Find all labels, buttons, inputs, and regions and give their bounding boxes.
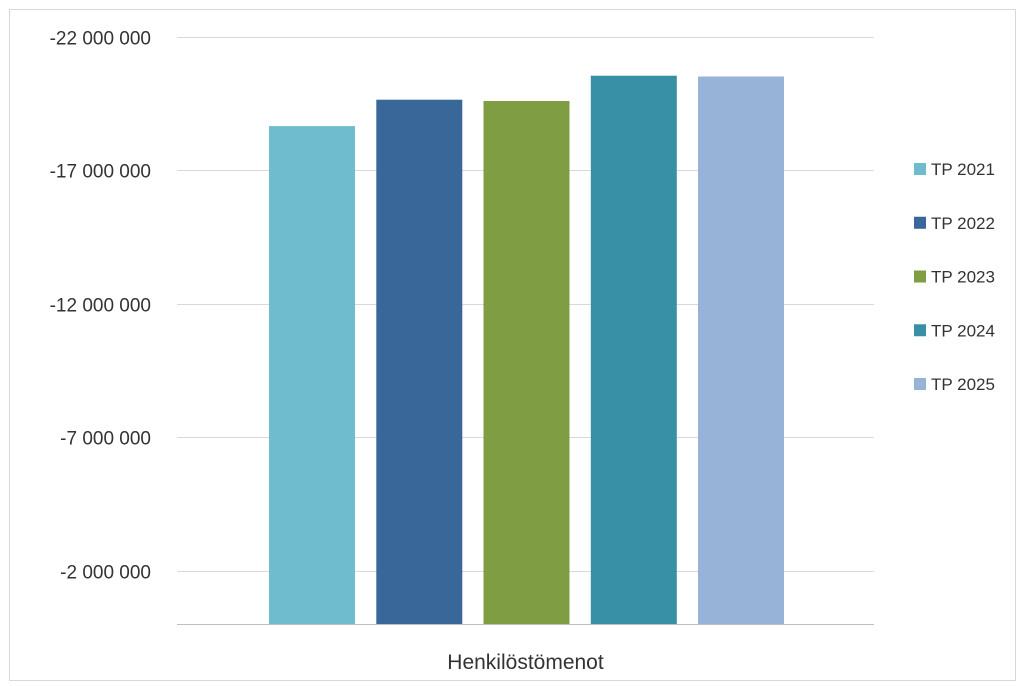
legend-swatch (914, 163, 926, 175)
legend-swatch (914, 216, 926, 229)
legend-label: TP 2024 (931, 321, 995, 340)
x-category-label: Henkilöstömenot (447, 651, 604, 674)
y-tick-label: -12 000 000 (50, 296, 151, 317)
bar-tp-2021 (269, 126, 355, 624)
legend-label: TP 2023 (931, 268, 995, 287)
legend-label: TP 2025 (931, 375, 995, 394)
y-tick-label: -7 000 000 (60, 429, 151, 450)
bar-tp-2024 (590, 75, 677, 624)
bar-tp-2023 (483, 101, 570, 624)
legend-swatch (914, 270, 926, 283)
legend-swatch (914, 378, 926, 390)
bar-tp-2025 (698, 76, 784, 624)
legend-label: TP 2021 (931, 160, 995, 179)
y-tick-label: -17 000 000 (50, 162, 151, 183)
y-tick-label: -22 000 000 (50, 29, 151, 50)
legend-swatch (914, 324, 926, 337)
legend-label: TP 2022 (931, 214, 995, 233)
bar-tp-2022 (376, 99, 463, 624)
y-tick-label: -2 000 000 (60, 563, 151, 584)
